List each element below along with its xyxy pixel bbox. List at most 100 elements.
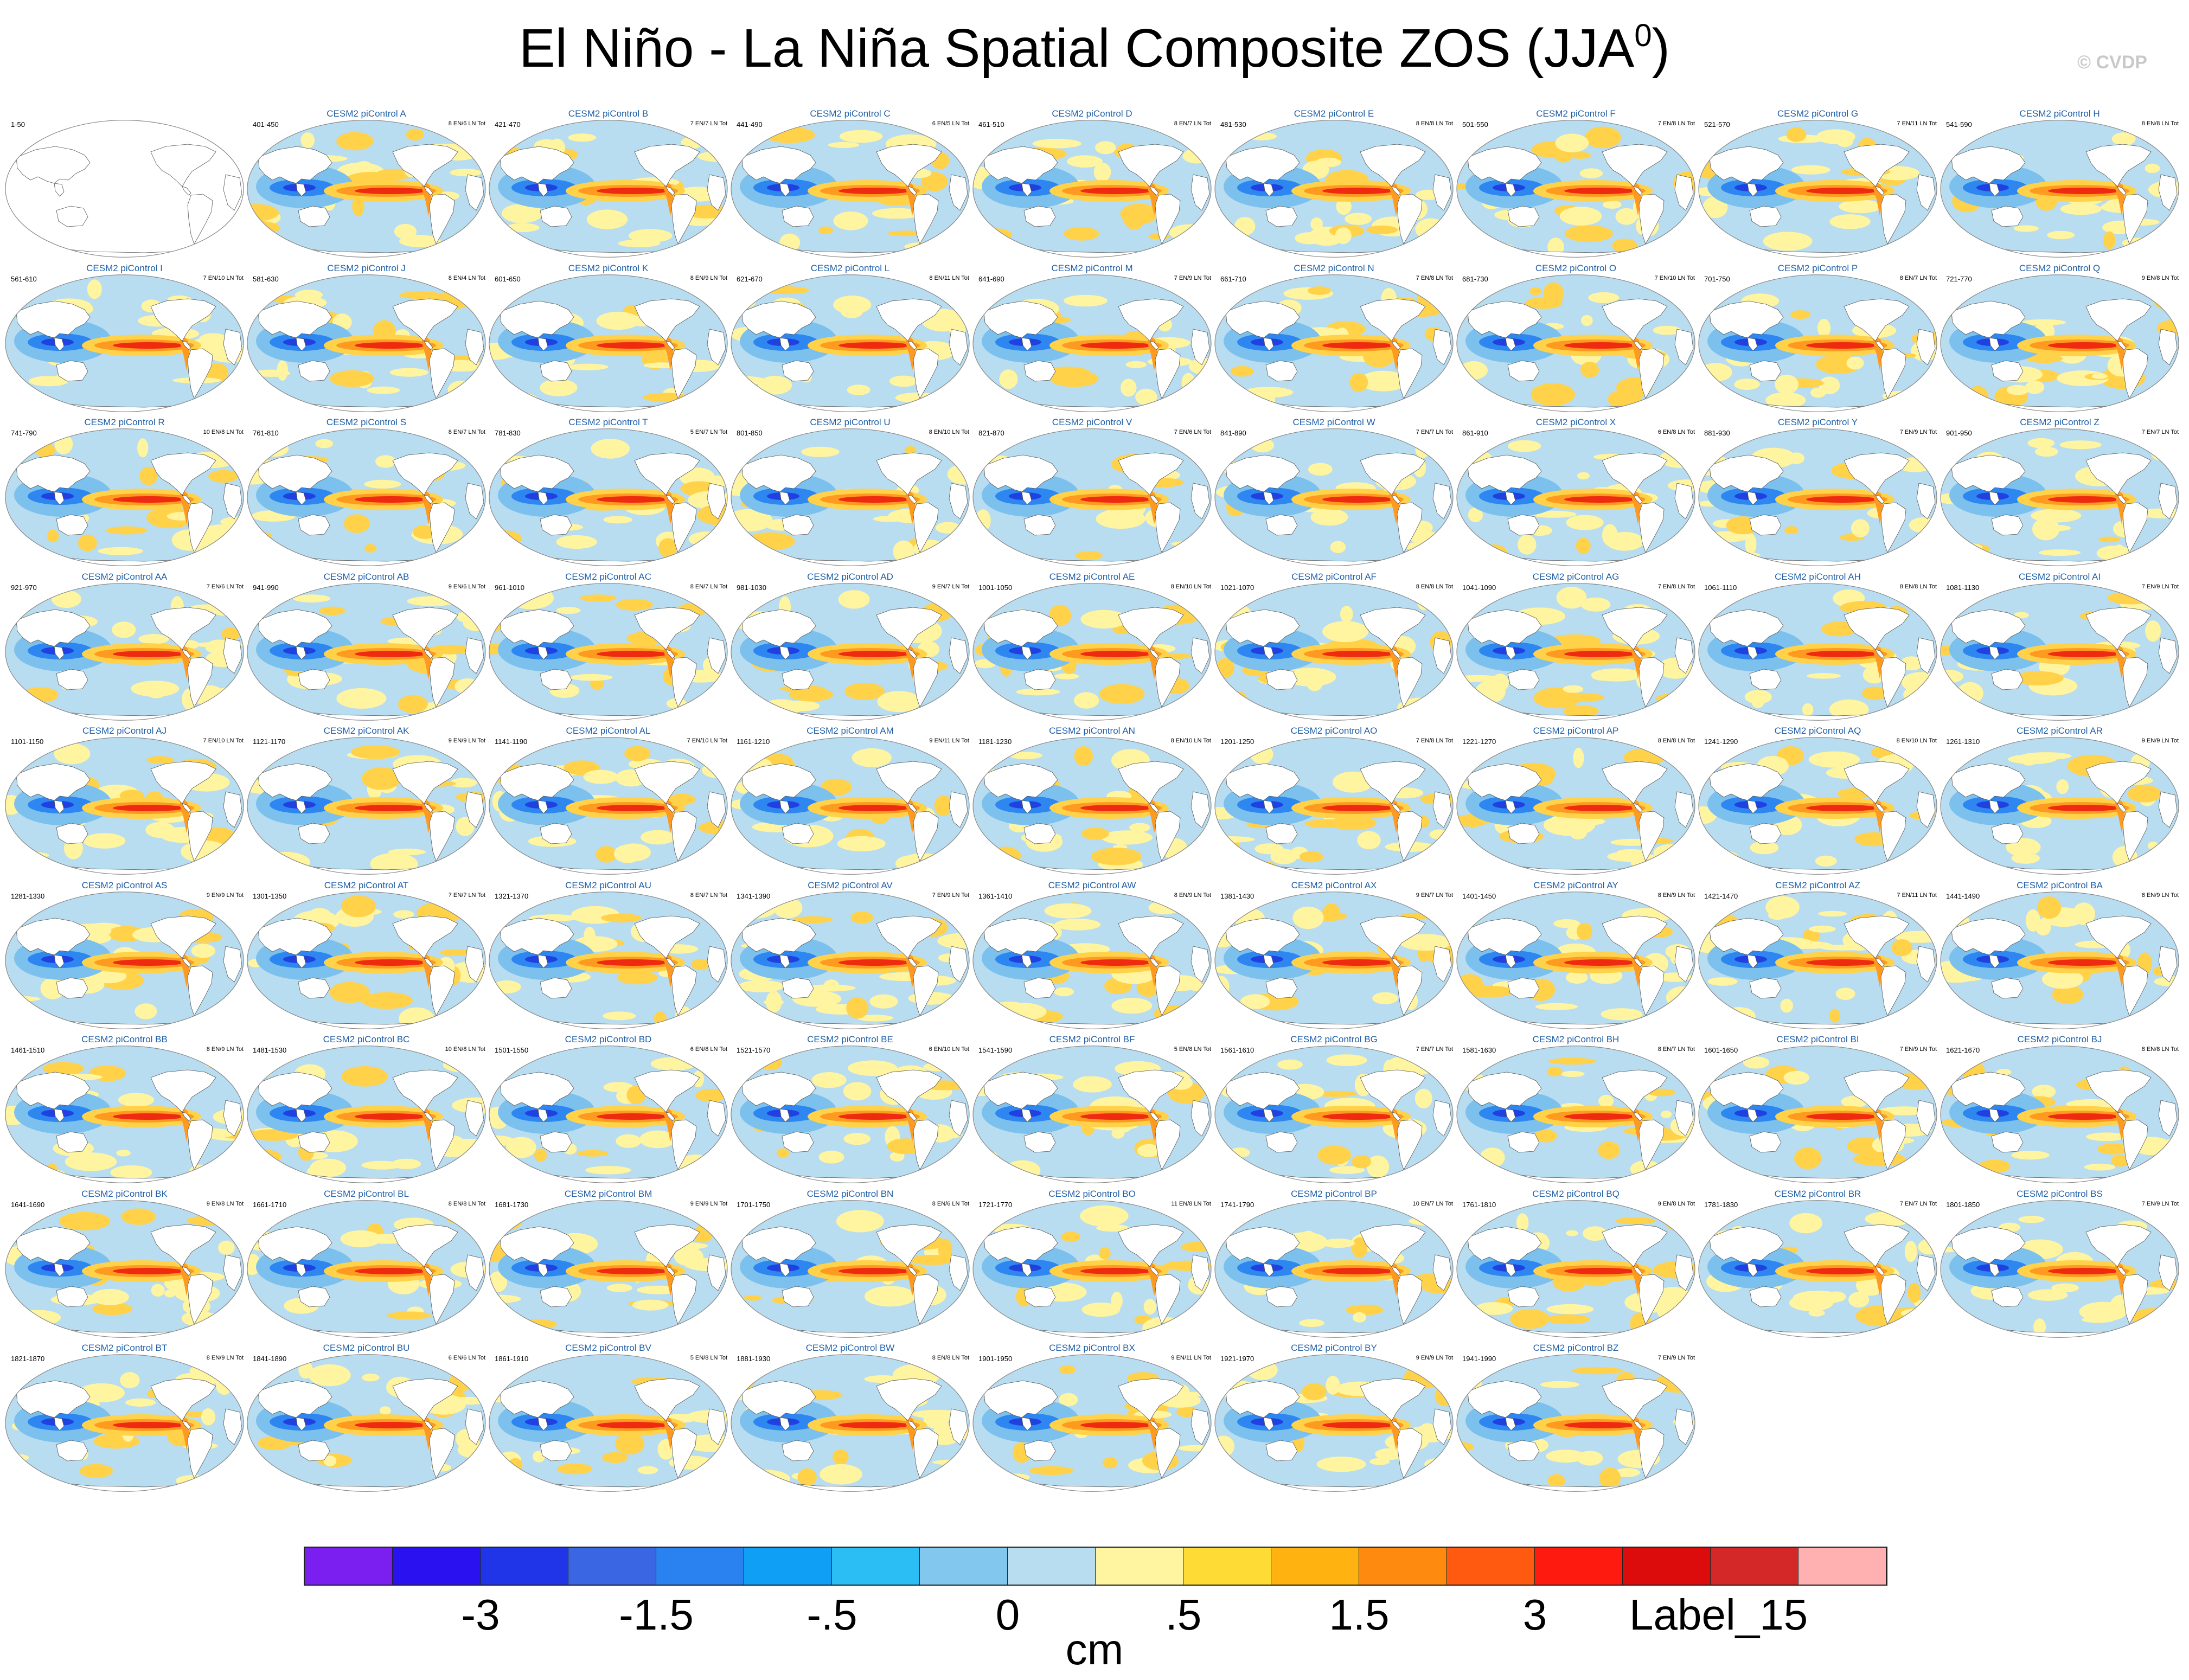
warm-anomaly-tongue <box>2048 650 2120 657</box>
ocean-field <box>5 120 244 258</box>
anomaly-patch <box>1415 441 1430 459</box>
land-northAmerica <box>392 761 458 804</box>
anomaly-patch <box>2028 1288 2068 1301</box>
anomaly-patch <box>643 392 690 402</box>
anomaly-patch <box>330 370 375 387</box>
panel-title: CESM2 piControl BW <box>805 1343 895 1353</box>
anomaly-patch <box>1908 1283 1921 1303</box>
composite-map <box>731 120 970 258</box>
anomaly-patch <box>1563 685 1584 693</box>
map-panel: CESM2 piControl AR 1261-1310 9 EN/9 LN Tot <box>1938 722 2181 877</box>
map-panel: CESM2 piControl BC 1481-1530 10 EN/8 LN To… <box>245 1031 488 1185</box>
land-seAsia <box>296 646 306 660</box>
panel-title: CESM2 piControl BF <box>1049 1034 1135 1044</box>
land-seAsia <box>779 491 790 505</box>
land-eurasia <box>983 609 1058 646</box>
anomaly-patch <box>2032 517 2060 541</box>
map-boundary <box>731 428 970 566</box>
panel-title: CESM2 piControl AE <box>1049 571 1135 582</box>
anomaly-patch <box>1482 243 1514 250</box>
panel-years: 421-470 <box>495 120 521 129</box>
anomaly-patch <box>489 1158 522 1165</box>
colorbar-swatch <box>1711 1548 1798 1585</box>
warm-anomaly-tongue <box>2048 959 2120 966</box>
anomaly-patch <box>904 446 917 454</box>
land-australia <box>782 669 814 690</box>
anomaly-patch <box>731 385 755 408</box>
anomaly-patch <box>1215 1435 1234 1457</box>
panel-years: 1041-1090 <box>1462 583 1496 592</box>
land-centralAm <box>1149 340 1159 350</box>
composite-map <box>731 891 970 1029</box>
land-southAmerica <box>2122 348 2148 399</box>
anomaly-patch <box>1979 1159 2011 1174</box>
anomaly-patch <box>1080 610 1128 629</box>
land-africa <box>1916 174 1936 211</box>
anomaly-patch <box>1580 597 1611 612</box>
anomaly-patch <box>2091 373 2108 379</box>
anomaly-patch <box>83 833 126 849</box>
land-northAmerica <box>1602 607 1668 650</box>
anomaly-patch <box>1188 594 1211 601</box>
map-boundary <box>1456 274 1695 412</box>
land-seAsia <box>54 646 65 660</box>
map-panel: CESM2 piControl AV 1341-1390 7 EN/9 LN Tot <box>729 877 971 1031</box>
map-boundary <box>972 274 1212 412</box>
map-boundary <box>1456 120 1695 258</box>
anomaly-patch <box>1915 691 1932 699</box>
anomaly-patch <box>399 291 441 299</box>
warm-anomaly-tongue <box>839 1267 910 1274</box>
panel-event-count: 7 EN/6 LN Tot <box>1174 429 1211 435</box>
land-australia <box>1749 669 1782 690</box>
anomaly-patch <box>2147 1208 2171 1222</box>
anomaly-patch <box>2150 441 2169 460</box>
anomaly-patch <box>1230 366 1254 377</box>
anomaly-patch <box>869 994 898 1009</box>
anomaly-patch <box>1184 544 1211 557</box>
composite-map <box>5 274 244 412</box>
panel-title: CESM2 piControl N <box>1294 262 1374 273</box>
anomaly-patch <box>1670 1471 1691 1489</box>
anomaly-patch <box>989 847 1021 865</box>
anomaly-patch <box>999 369 1018 389</box>
coastal-warm-anomaly <box>2115 488 2125 524</box>
composite-map <box>731 1046 970 1183</box>
panel-title: CESM2 piControl P <box>1777 262 1858 273</box>
land-centralAm <box>665 340 675 350</box>
land-seAsia <box>537 183 548 197</box>
anomaly-patch <box>1599 1467 1621 1489</box>
map-panel: CESM2 piControl BE 1521-1570 6 EN/10 LN To… <box>729 1031 971 1185</box>
warm-anomaly-tongue <box>355 1267 426 1274</box>
land-eurasia <box>1225 609 1300 646</box>
anomaly-patch <box>1745 533 1757 555</box>
panel-years: 641-690 <box>978 274 1004 283</box>
warm-anomaly-tongue <box>1322 1113 1394 1120</box>
warm-anomaly-tongue <box>1080 342 1152 349</box>
land-eurasia <box>1225 146 1300 184</box>
composite-map <box>1698 1200 1937 1338</box>
land-northAmerica <box>392 298 458 342</box>
land-africa <box>1432 329 1452 366</box>
land-southAmerica <box>2122 502 2148 553</box>
land-africa <box>223 483 242 520</box>
land-eurasia <box>983 454 1058 492</box>
anomaly-patch <box>1946 543 1990 554</box>
map-boundary <box>247 274 486 412</box>
anomaly-patch <box>557 1463 592 1474</box>
warm-anomaly-tongue <box>355 1113 426 1120</box>
land-northAmerica <box>876 607 942 650</box>
map-panel: CESM2 piControl Z 901-950 7 EN/7 LN Tot <box>1938 414 2181 568</box>
anomaly-patch <box>1366 225 1398 234</box>
map-panel: CESM2 piControl I 561-610 7 EN/10 LN Tot <box>3 260 246 414</box>
anomaly-patch <box>1091 848 1142 865</box>
warm-anomaly-tongue <box>1806 1267 1878 1274</box>
map-boundary <box>1698 428 1937 566</box>
map-panel: CESM2 piControl AD 981-1030 9 EN/7 LN Tot <box>729 568 971 723</box>
anomaly-patch <box>852 748 892 767</box>
panel-title: CESM2 piControl AO <box>1290 726 1378 736</box>
anomaly-patch <box>2103 231 2116 249</box>
anomaly-patch <box>9 740 28 764</box>
land-africa <box>707 791 726 828</box>
panel-event-count: 6 EN/8 LN Tot <box>1657 429 1695 435</box>
anomaly-patch <box>837 836 886 851</box>
